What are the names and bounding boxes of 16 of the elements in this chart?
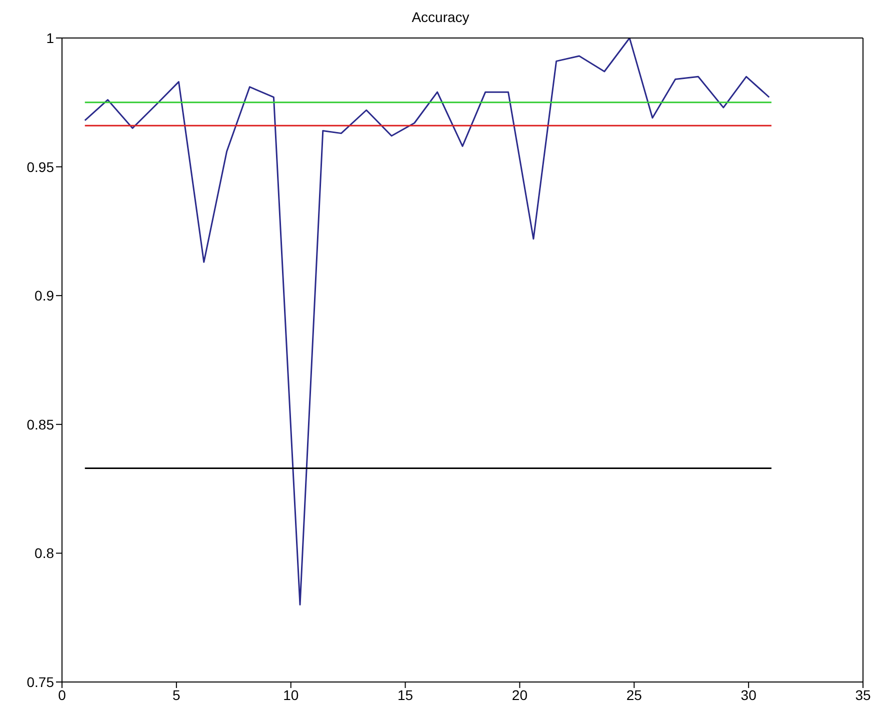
- x-tick-label: 30: [740, 686, 757, 703]
- y-tick-label: 0.75: [26, 674, 54, 690]
- y-tick-label: 1: [46, 30, 54, 46]
- line-series: [84, 38, 770, 606]
- y-tick-label: 0.95: [26, 158, 54, 175]
- y-tick-label: 0.9: [34, 288, 54, 304]
- x-tick-label: 15: [397, 686, 414, 703]
- x-tick-label: 20: [512, 686, 528, 703]
- x-tick-label: 35: [855, 686, 871, 703]
- x-tick-label: 10: [283, 686, 299, 703]
- y-tick-label: 0.85: [26, 416, 54, 432]
- x-tick-label: 0: [58, 686, 66, 703]
- y-tick-label: 0.8: [34, 545, 54, 562]
- chart-title: Accuracy: [410, 8, 470, 26]
- x-tick-label: 25: [626, 686, 642, 703]
- x-tick-label: 5: [172, 686, 181, 703]
